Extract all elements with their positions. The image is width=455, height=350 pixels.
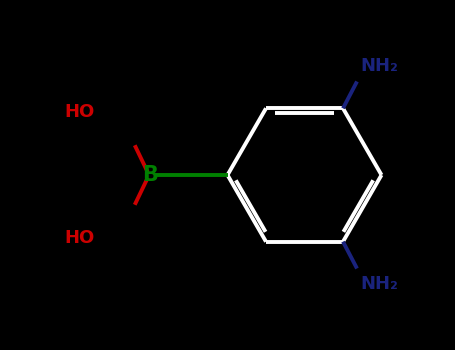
Text: B: B bbox=[142, 165, 158, 185]
Text: HO: HO bbox=[64, 103, 95, 121]
Text: HO: HO bbox=[64, 229, 95, 247]
Text: NH₂: NH₂ bbox=[360, 275, 399, 294]
Text: NH₂: NH₂ bbox=[360, 56, 399, 75]
